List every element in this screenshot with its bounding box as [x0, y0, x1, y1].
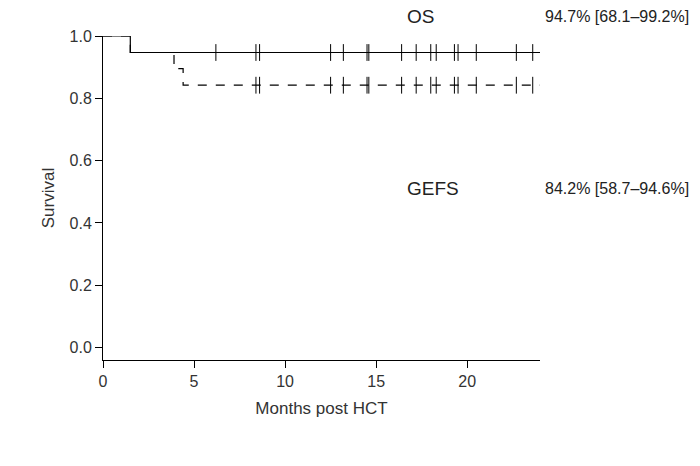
- svg-text:10: 10: [276, 373, 294, 390]
- svg-text:0.4: 0.4: [70, 215, 92, 232]
- svg-text:15: 15: [367, 373, 385, 390]
- svg-text:1.0: 1.0: [70, 28, 92, 45]
- svg-text:5: 5: [190, 373, 199, 390]
- svg-text:Months post HCT: Months post HCT: [255, 399, 387, 418]
- svg-text:GEFS: GEFS: [407, 178, 459, 199]
- svg-text:84.2% [58.7–94.6%]: 84.2% [58.7–94.6%]: [545, 180, 689, 197]
- svg-text:0: 0: [99, 373, 108, 390]
- svg-text:0.0: 0.0: [70, 339, 92, 356]
- svg-text:OS: OS: [407, 6, 434, 27]
- svg-text:0.8: 0.8: [70, 90, 92, 107]
- svg-text:Survival: Survival: [39, 168, 58, 228]
- svg-text:0.2: 0.2: [70, 277, 92, 294]
- svg-text:94.7% [68.1–99.2%]: 94.7% [68.1–99.2%]: [545, 8, 689, 25]
- svg-text:0.6: 0.6: [70, 152, 92, 169]
- svg-text:20: 20: [458, 373, 476, 390]
